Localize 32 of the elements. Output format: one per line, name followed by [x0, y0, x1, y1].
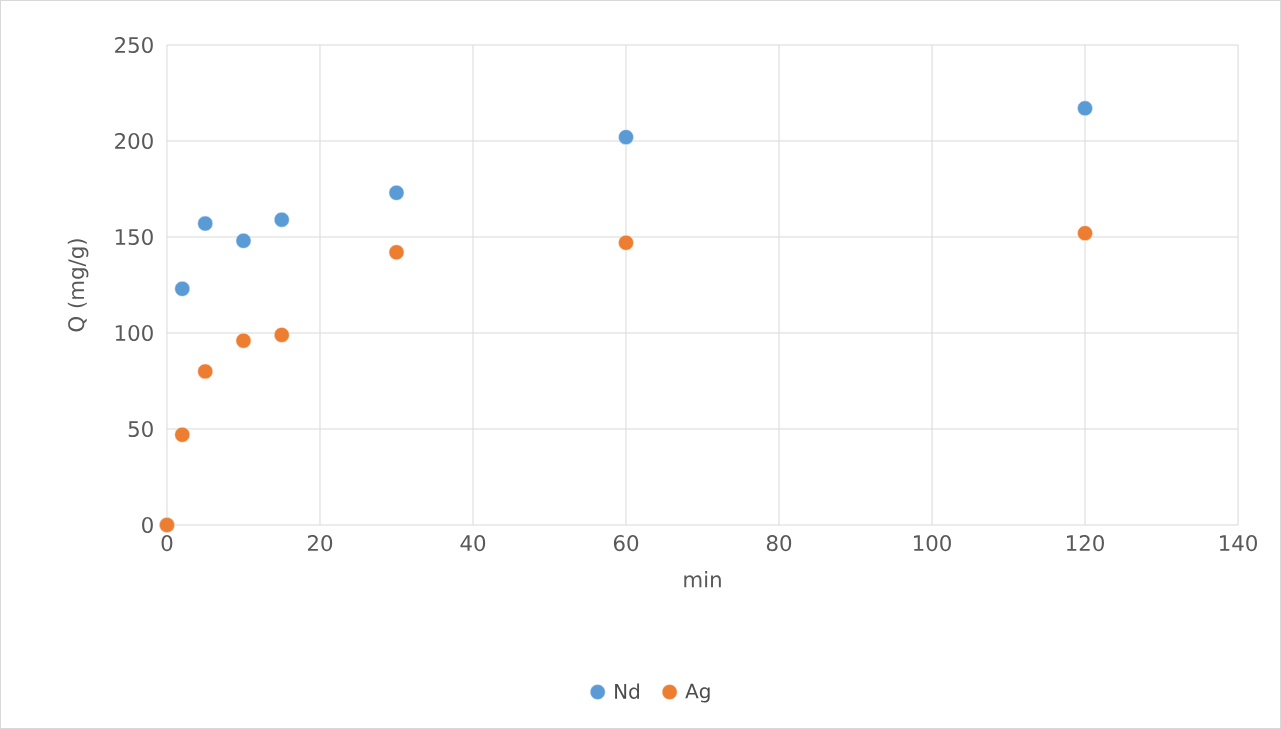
point	[274, 327, 290, 343]
x-tick-label: 0	[161, 535, 173, 552]
point	[174, 427, 191, 443]
point	[388, 244, 405, 261]
x-tick-label: 100	[914, 535, 951, 552]
x-tick-label: 20	[307, 535, 333, 552]
point	[197, 215, 213, 232]
point	[197, 363, 213, 380]
y-tick-label: 200	[115, 132, 153, 150]
x-tick-label: 80	[766, 535, 792, 552]
x-tick-label: 120	[1067, 535, 1104, 552]
y-tick-label: 150	[115, 228, 153, 246]
point	[1077, 225, 1093, 241]
y-axis-title: Q (mg/g)	[67, 239, 89, 332]
x-axis-title: min	[684, 571, 721, 588]
point	[235, 233, 252, 249]
point	[174, 281, 191, 297]
y-tick-label: 100	[115, 324, 153, 342]
y-tick-label: 50	[128, 420, 153, 438]
point	[274, 211, 290, 228]
legend-label: Nd	[615, 683, 639, 699]
legend-label: Ag	[685, 683, 710, 703]
y-tick-label: 0	[142, 516, 153, 534]
point	[388, 185, 405, 201]
x-tick-label: 140	[1220, 535, 1257, 552]
point	[235, 332, 252, 349]
x-tick-label: 60	[613, 535, 639, 552]
point	[618, 235, 634, 251]
point	[618, 129, 634, 145]
x-tick-label: 40	[460, 535, 486, 552]
y-tick-label: 250	[115, 36, 153, 54]
point	[1077, 100, 1093, 117]
